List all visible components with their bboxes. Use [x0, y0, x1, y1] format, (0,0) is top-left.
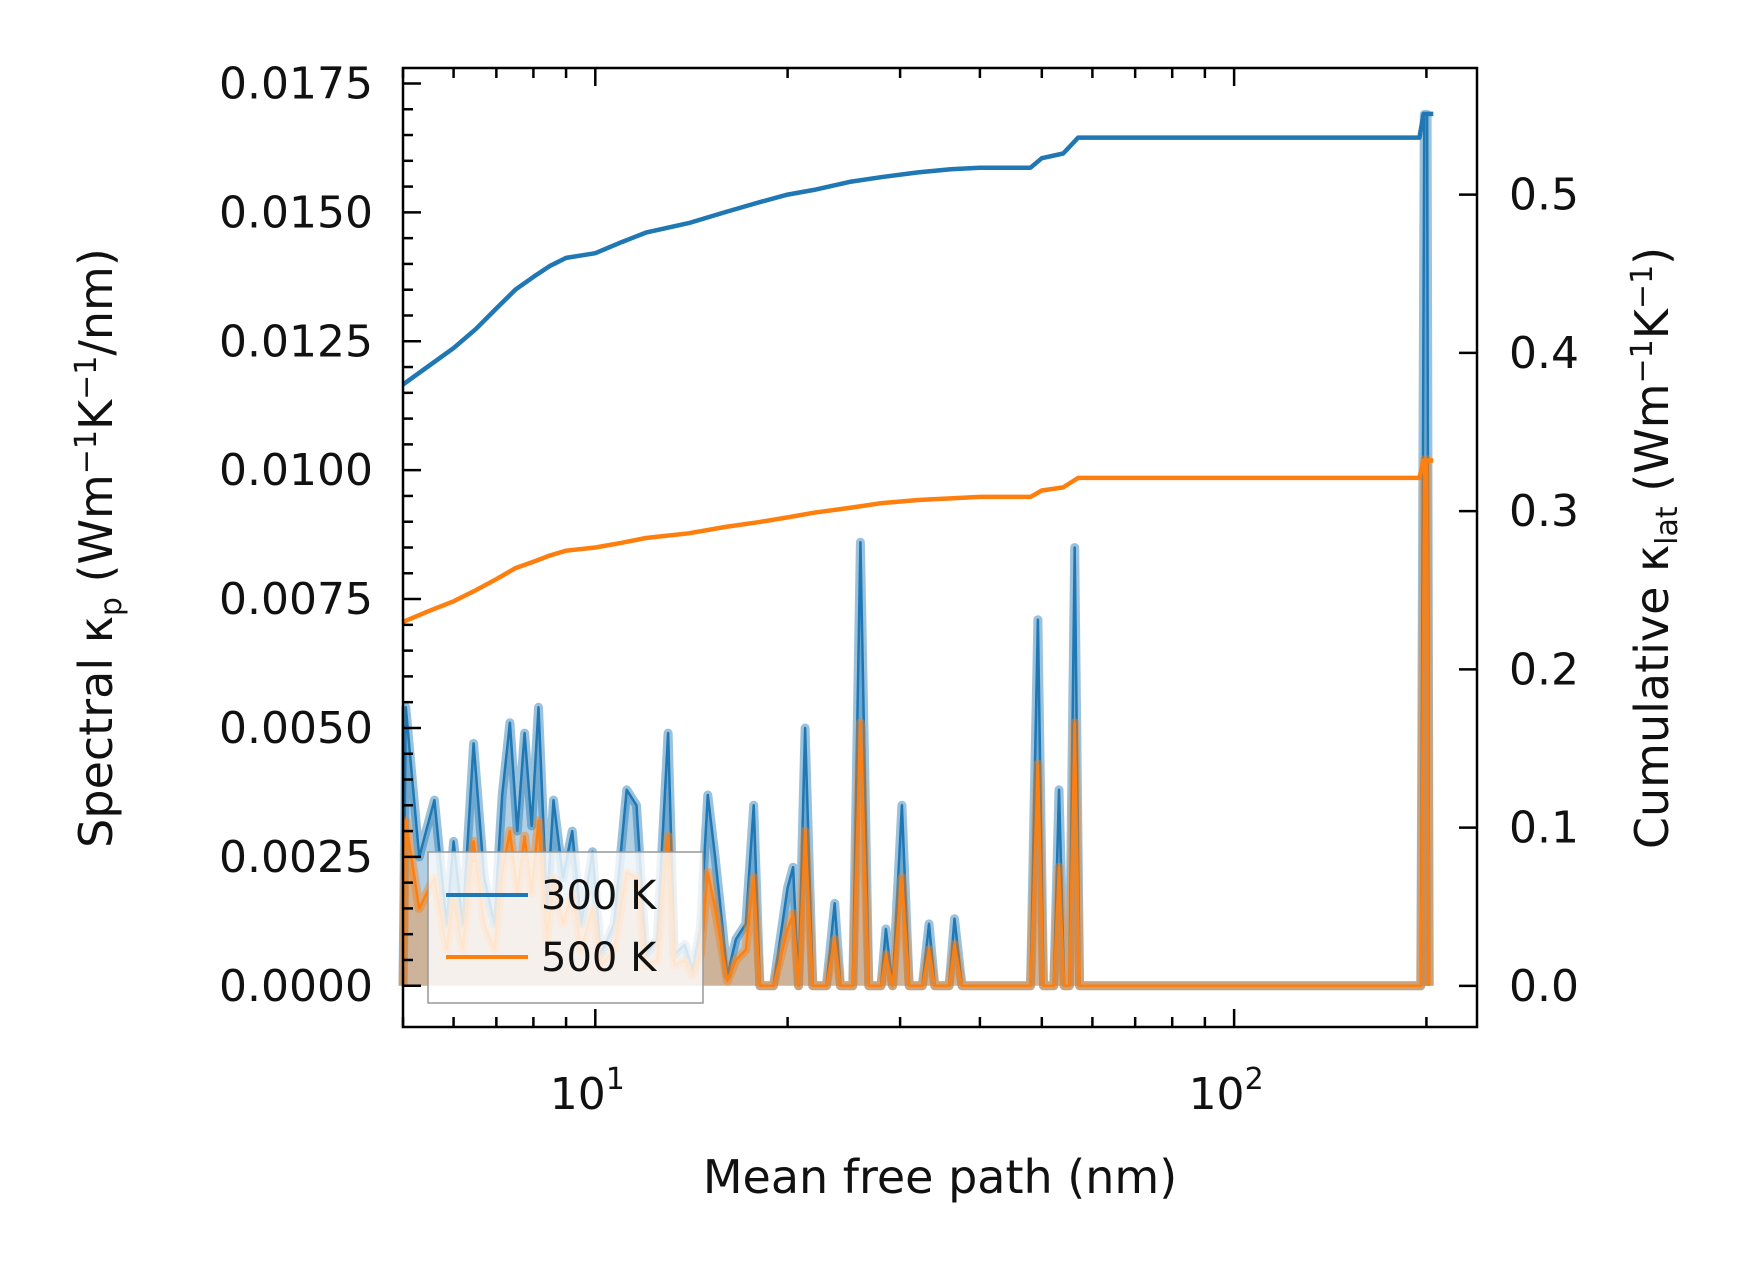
left-axis-title-part: (Wm — [69, 474, 123, 597]
right-axis-title-part: (Wm — [1625, 383, 1679, 506]
left-y-tick-label: 0.0050 — [219, 703, 373, 754]
legend: 300 K 500 K — [427, 851, 704, 1004]
right-y-tick-label: 0.3 — [1509, 486, 1579, 537]
left-axis-title-sup: −1 — [69, 356, 104, 400]
cumulative-line-300k — [401, 111, 1434, 387]
x-tick-label: 102 — [1189, 1062, 1264, 1120]
right-axis-title-sup: −1 — [1625, 265, 1660, 309]
right-axis-title-part: ) — [1625, 247, 1679, 265]
left-axis-title-part: K — [69, 398, 123, 430]
legend-label-300k: 300 K — [541, 873, 658, 919]
right-y-tick-label: 0.1 — [1509, 803, 1579, 854]
left-y-tick-label: 0.0125 — [219, 316, 373, 367]
right-axis-title-kappa: κ — [1625, 545, 1679, 572]
x-tick-label-base: 10 — [1189, 1069, 1245, 1120]
x-tick-label-base: 10 — [550, 1069, 606, 1120]
cumulative-layer — [401, 111, 1434, 624]
left-axis-title: Spectral κp (Wm−1K−1/nm) — [69, 248, 129, 848]
right-axis-title: Cumulative κlat (Wm−1K−1) — [1625, 247, 1685, 849]
right-y-tick-label: 0.5 — [1509, 170, 1579, 221]
x-axis-title: Mean free path (nm) — [703, 1150, 1177, 1204]
x-tick-label: 101 — [550, 1062, 625, 1120]
x-tick-label-exp: 2 — [1245, 1062, 1264, 1097]
legend-box — [427, 851, 704, 1004]
right-axis-title-sub: lat — [1650, 506, 1685, 545]
left-y-tick-label: 0.0100 — [219, 445, 373, 496]
left-y-tick-label: 0.0025 — [219, 832, 373, 883]
x-axis-ticks: 101 102 — [401, 68, 1428, 1120]
left-y-tick-label: 0.0150 — [219, 187, 373, 238]
left-y-tick-label: 0.0175 — [219, 58, 373, 109]
cumulative-line-500k — [402, 458, 1434, 624]
right-y-tick-label: 0.4 — [1509, 328, 1579, 379]
left-axis-title-part: Spectral — [69, 643, 123, 848]
legend-label-500k: 500 K — [541, 935, 658, 981]
spectral-line-500k — [401, 458, 1431, 988]
x-tick-label-exp: 1 — [606, 1062, 625, 1097]
left-y-axis-ticks: 0.0000 0.0025 0.0050 0.0075 0.0100 0.0125 0.01… — [219, 58, 421, 1012]
right-y-axis-ticks: 0.0 0.1 0.2 0.3 0.4 0.5 — [1459, 170, 1579, 1012]
right-axis-title-sup: −1 — [1625, 339, 1660, 383]
right-axis-title-part: Cumulative — [1625, 572, 1679, 849]
right-y-tick-label: 0.2 — [1509, 644, 1579, 695]
left-axis-title-sub: p — [94, 597, 129, 616]
left-axis-title-kappa: κ — [69, 616, 123, 643]
right-axis-title-part: K — [1625, 307, 1679, 339]
left-axis-title-part: /nm) — [69, 248, 123, 355]
left-y-tick-label: 0.0000 — [219, 961, 373, 1012]
left-axis-title-sup: −1 — [69, 430, 104, 474]
left-y-tick-label: 0.0075 — [219, 574, 373, 625]
right-y-tick-label: 0.0 — [1509, 961, 1579, 1012]
